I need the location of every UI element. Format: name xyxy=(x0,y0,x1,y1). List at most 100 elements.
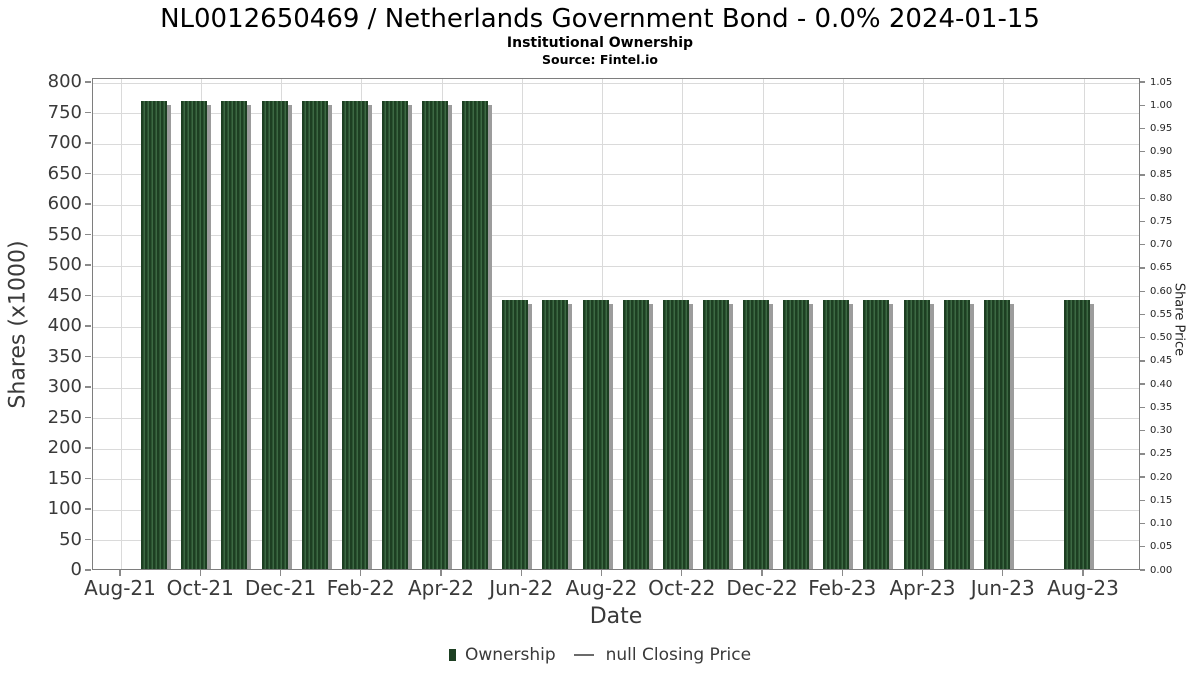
x-axis-tick xyxy=(520,570,522,576)
y-axis-tick xyxy=(85,386,91,388)
chart-subtitle: Institutional Ownership xyxy=(506,35,694,51)
x-axis-tick xyxy=(279,570,282,576)
ownership-bar[interactable] xyxy=(462,101,489,570)
y-axis-tick xyxy=(85,508,91,510)
ownership-bar[interactable] xyxy=(823,299,850,570)
y-axis-title: Shares (x1000) xyxy=(5,240,31,409)
ownership-bar[interactable] xyxy=(743,299,769,570)
right-axis-tick-label: 1.05 xyxy=(1150,76,1173,88)
h-gridline xyxy=(93,265,1139,267)
right-axis-tick xyxy=(1140,429,1145,432)
h-gridline xyxy=(93,540,1139,541)
y-axis-tick xyxy=(85,294,91,297)
h-gridline xyxy=(93,204,1139,206)
right-axis-tick xyxy=(1140,546,1145,548)
right-axis-tick xyxy=(1140,499,1145,501)
y-axis-tick xyxy=(85,203,91,205)
ownership-bar[interactable] xyxy=(662,299,689,570)
right-axis-tick xyxy=(1140,360,1145,362)
y-axis-tick xyxy=(85,416,91,419)
legend: Ownership null Closing Price xyxy=(0,645,1200,665)
h-gridline xyxy=(93,357,1139,358)
ownership-bar[interactable] xyxy=(301,101,328,570)
y-axis-tick-label: 250 xyxy=(47,406,82,428)
legend-label-closing-price: null Closing Price xyxy=(605,645,752,665)
ownership-bar[interactable] xyxy=(582,299,609,570)
h-gridline xyxy=(93,235,1139,236)
ownership-bar[interactable] xyxy=(341,101,368,570)
y-axis-tick-label: 100 xyxy=(47,498,82,519)
ownership-bar[interactable] xyxy=(181,101,208,570)
right-axis-tick xyxy=(1140,406,1145,409)
y-axis-tick-label: 300 xyxy=(47,376,82,397)
y-axis-tick-label: 50 xyxy=(59,528,82,550)
ownership-bar[interactable] xyxy=(783,299,810,570)
ownership-bar[interactable] xyxy=(141,101,168,570)
right-axis-tick xyxy=(1140,337,1145,339)
h-gridline xyxy=(93,113,1139,114)
y-axis-tick-label: 350 xyxy=(47,345,82,367)
x-axis-tick-label: Jun-23 xyxy=(970,576,1035,600)
y-axis-tick xyxy=(85,325,91,327)
ownership-bar[interactable] xyxy=(261,101,288,570)
y-axis-tick-label: 450 xyxy=(47,284,82,306)
x-axis-tick xyxy=(440,570,442,576)
h-gridline xyxy=(93,418,1139,419)
closing-price-line-marker-icon xyxy=(573,653,594,657)
ownership-bar[interactable] xyxy=(502,299,529,570)
y-axis-tick xyxy=(85,81,91,83)
ownership-bar[interactable] xyxy=(542,299,569,570)
x-axis-tick-label: Aug-22 xyxy=(565,576,638,600)
right-axis-tick xyxy=(1140,522,1145,525)
ownership-bar[interactable] xyxy=(422,101,448,570)
right-axis-tick-label: 0.85 xyxy=(1150,169,1173,181)
x-axis-tick xyxy=(921,570,924,576)
x-axis-title: Date xyxy=(589,604,643,629)
y-axis-tick xyxy=(85,264,91,266)
ownership-bar[interactable] xyxy=(903,299,930,570)
ownership-bar[interactable] xyxy=(863,299,890,570)
y-axis-tick-label: 800 xyxy=(47,71,82,92)
right-axis-tick xyxy=(1140,127,1145,130)
x-axis-tick-label: Feb-22 xyxy=(326,576,395,600)
ownership-bar[interactable] xyxy=(943,299,970,570)
x-axis-tick xyxy=(600,570,603,576)
y-axis-tick-label: 150 xyxy=(47,467,82,489)
right-axis-tick-label: 0.35 xyxy=(1150,401,1173,413)
v-gridline xyxy=(120,79,122,569)
x-axis-tick-label: Dec-21 xyxy=(244,576,317,600)
h-gridline xyxy=(93,387,1139,389)
ownership-legend-marker-icon xyxy=(448,649,456,661)
ownership-bar[interactable] xyxy=(983,299,1010,570)
h-gridline xyxy=(93,479,1139,480)
ownership-bar[interactable] xyxy=(702,299,729,570)
h-gridline xyxy=(93,326,1139,328)
right-axis-tick xyxy=(1140,267,1145,269)
ownership-bar[interactable] xyxy=(622,299,649,570)
x-axis-tick-label: Feb-23 xyxy=(808,576,877,600)
x-axis-tick xyxy=(360,570,362,576)
x-axis-tick-label: Aug-21 xyxy=(84,576,156,600)
ownership-bar[interactable] xyxy=(221,101,248,570)
x-axis-tick-label: Apr-23 xyxy=(889,576,956,600)
ownership-bar[interactable] xyxy=(1064,299,1090,570)
x-axis-tick xyxy=(199,570,201,576)
right-axis-tick-label: 0.60 xyxy=(1150,285,1173,297)
right-axis-tick-label: 0.00 xyxy=(1150,564,1173,576)
right-axis-tick xyxy=(1140,220,1145,223)
ownership-bar[interactable] xyxy=(381,101,408,570)
x-axis-tick-label: Oct-22 xyxy=(648,576,716,600)
right-axis-tick xyxy=(1140,569,1145,571)
chart-title: NL0012650469 / Netherlands Government Bo… xyxy=(160,4,1040,34)
right-axis-tick xyxy=(1140,81,1145,83)
legend-label-ownership: Ownership xyxy=(464,645,556,665)
y-axis-tick xyxy=(85,111,91,114)
right-axis-tick-label: 0.30 xyxy=(1150,425,1173,437)
plot-area xyxy=(92,78,1140,570)
right-axis-tick xyxy=(1140,151,1145,153)
h-gridline xyxy=(93,143,1139,145)
x-axis-tick xyxy=(841,570,843,576)
right-axis-tick-label: 0.90 xyxy=(1150,146,1173,158)
x-axis-tick-label: Apr-22 xyxy=(408,576,474,600)
